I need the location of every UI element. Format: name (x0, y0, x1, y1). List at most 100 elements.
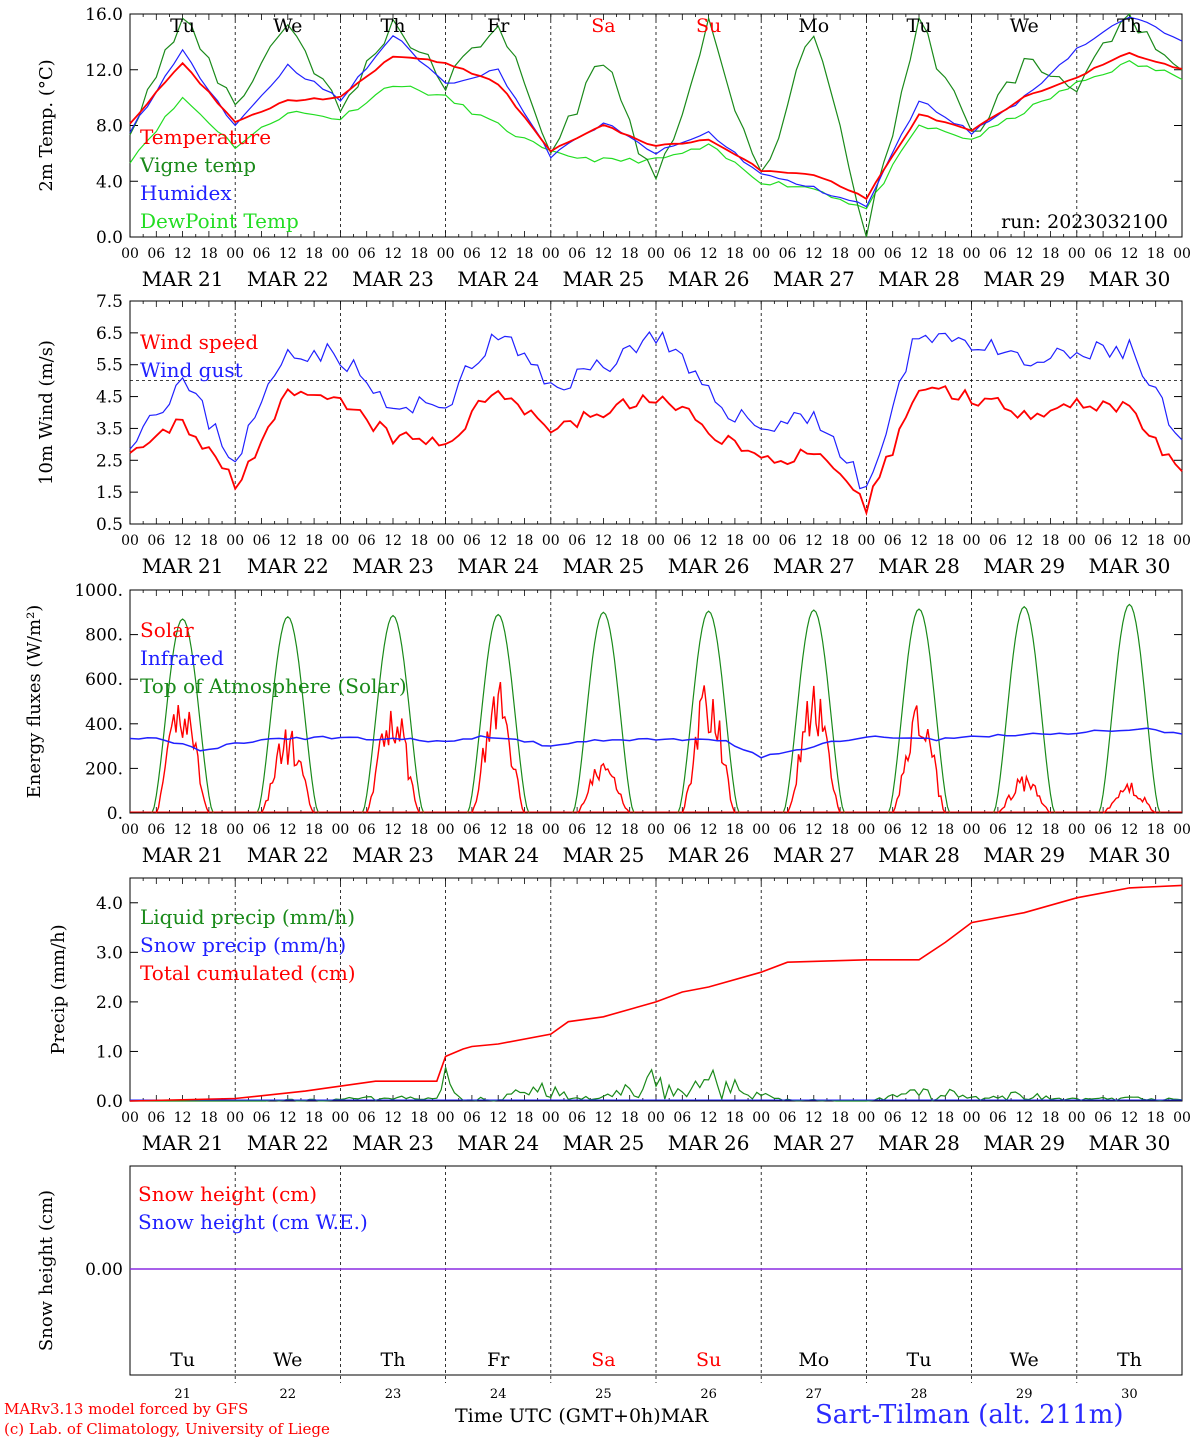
day-number-label: 27 (806, 1387, 823, 1402)
hour-tick-label: 06 (568, 1110, 586, 1126)
hour-tick-label: 00 (542, 822, 560, 838)
hour-tick-label: 12 (279, 1110, 297, 1126)
day-number-label: 21 (174, 1387, 191, 1402)
hour-tick-label: 12 (805, 822, 823, 838)
date-label: MAR 27 (773, 1131, 855, 1155)
weekday-label: Th (1117, 1349, 1142, 1371)
weekday-label: We (273, 15, 302, 37)
hour-tick-label: 06 (147, 822, 165, 838)
hour-tick-label: 00 (1068, 533, 1086, 549)
y-axis-label: Precip (mm/h) (48, 924, 69, 1054)
hour-tick-label: 06 (358, 822, 376, 838)
weekday-label: We (1010, 1349, 1039, 1371)
hour-tick-label: 12 (384, 246, 402, 262)
date-label: MAR 25 (563, 1131, 645, 1155)
y-tick-label: 7.5 (96, 292, 123, 312)
hour-tick-label: 18 (200, 822, 218, 838)
date-label: MAR 21 (142, 554, 224, 578)
y-tick-label: 0.5 (96, 515, 123, 535)
toa-curve (151, 618, 214, 814)
date-label: MAR 30 (1089, 843, 1171, 867)
hour-tick-label: 12 (1120, 822, 1138, 838)
hour-tick-label: 12 (805, 533, 823, 549)
hour-tick-label: 00 (647, 533, 665, 549)
y-tick-label: 4.5 (96, 388, 123, 408)
hour-tick-label: 00 (226, 1110, 244, 1126)
hour-tick-label: 06 (673, 246, 691, 262)
hour-tick-label: 06 (463, 533, 481, 549)
hour-tick-label: 06 (358, 246, 376, 262)
weekday-label: Fr (487, 15, 510, 37)
y-tick-label: 5.5 (96, 356, 123, 376)
y-tick-label: 3.0 (96, 943, 123, 963)
weekday-label: Tu (907, 1349, 932, 1371)
weekday-label: Su (696, 15, 721, 37)
y-tick-label: 4.0 (96, 172, 123, 192)
toa-curve (992, 605, 1056, 814)
y-tick-label: 0.0 (96, 1092, 123, 1112)
hour-tick-label: 12 (279, 246, 297, 262)
hour-tick-label: 12 (279, 822, 297, 838)
legend-entry: Wind speed (140, 330, 258, 354)
solar-curve (786, 685, 841, 814)
y-tick-label: 16.0 (85, 5, 123, 25)
weekday-label: Th (381, 1349, 406, 1371)
hour-tick-label: 06 (463, 822, 481, 838)
hour-tick-label: 00 (857, 533, 875, 549)
date-label: MAR 24 (457, 554, 539, 578)
hour-tick-label: 18 (1042, 533, 1060, 549)
y-tick-label: 200. (85, 759, 123, 779)
total-cumulated-line (129, 884, 1183, 1102)
hour-tick-label: 12 (1015, 246, 1033, 262)
hour-tick-label: 18 (831, 246, 849, 262)
solar-curve (155, 705, 210, 814)
hour-tick-label: 06 (779, 1110, 797, 1126)
date-label: MAR 28 (878, 554, 960, 578)
legend-entry: DewPoint Temp (140, 209, 299, 233)
date-label: MAR 22 (247, 554, 329, 578)
hour-tick-label: 06 (989, 822, 1007, 838)
hour-tick-label: 00 (857, 822, 875, 838)
date-label: MAR 27 (773, 843, 855, 867)
dewpoint-line (129, 60, 1183, 210)
hour-tick-label: 00 (542, 246, 560, 262)
weekday-label: Tu (907, 15, 932, 37)
y-tick-label: 0. (107, 804, 123, 824)
hour-tick-label: 06 (673, 1110, 691, 1126)
hour-tick-label: 06 (253, 246, 271, 262)
y-tick-label: 2.5 (96, 451, 123, 471)
hour-tick-label: 12 (489, 246, 507, 262)
hour-tick-label: 00 (121, 822, 139, 838)
day-number-label: 24 (490, 1387, 507, 1402)
weekday-label: Mo (798, 15, 829, 37)
y-axis-label: Energy fluxes (W/m²) (24, 605, 45, 799)
weekday-label: Sa (591, 1349, 615, 1371)
hour-tick-label: 12 (1015, 1110, 1033, 1126)
hour-tick-label: 12 (384, 822, 402, 838)
hour-tick-label: 12 (174, 246, 192, 262)
lab-credit: (c) Lab. of Climatology, University of L… (4, 1420, 330, 1438)
hour-tick-label: 06 (884, 246, 902, 262)
hour-tick-label: 00 (1173, 822, 1191, 838)
date-label: MAR 24 (457, 843, 539, 867)
y-axis-label: Snow height (cm) (36, 1190, 57, 1351)
y-tick-label: 400. (85, 715, 123, 735)
y-tick-label: 0.00 (85, 1260, 123, 1280)
hour-tick-label: 18 (305, 533, 323, 549)
date-label: MAR 25 (563, 554, 645, 578)
model-credit: MARv3.13 model forced by GFS (4, 1400, 249, 1418)
infrared-line (129, 727, 1183, 759)
y-tick-label: 8.0 (96, 117, 123, 137)
hour-tick-label: 12 (594, 1110, 612, 1126)
hour-tick-label: 06 (1094, 533, 1112, 549)
hour-tick-label: 00 (752, 822, 770, 838)
date-label: MAR 27 (773, 554, 855, 578)
solar-curve (260, 729, 315, 814)
x-axis-title: Time UTC (GMT+0h)MAR (455, 1405, 709, 1427)
hour-tick-label: 12 (174, 1110, 192, 1126)
y-tick-label: 4.0 (96, 894, 123, 914)
date-label: MAR 23 (352, 1131, 434, 1155)
hour-tick-label: 18 (621, 533, 639, 549)
legend-entry: Solar (140, 618, 194, 642)
hour-tick-label: 00 (226, 246, 244, 262)
